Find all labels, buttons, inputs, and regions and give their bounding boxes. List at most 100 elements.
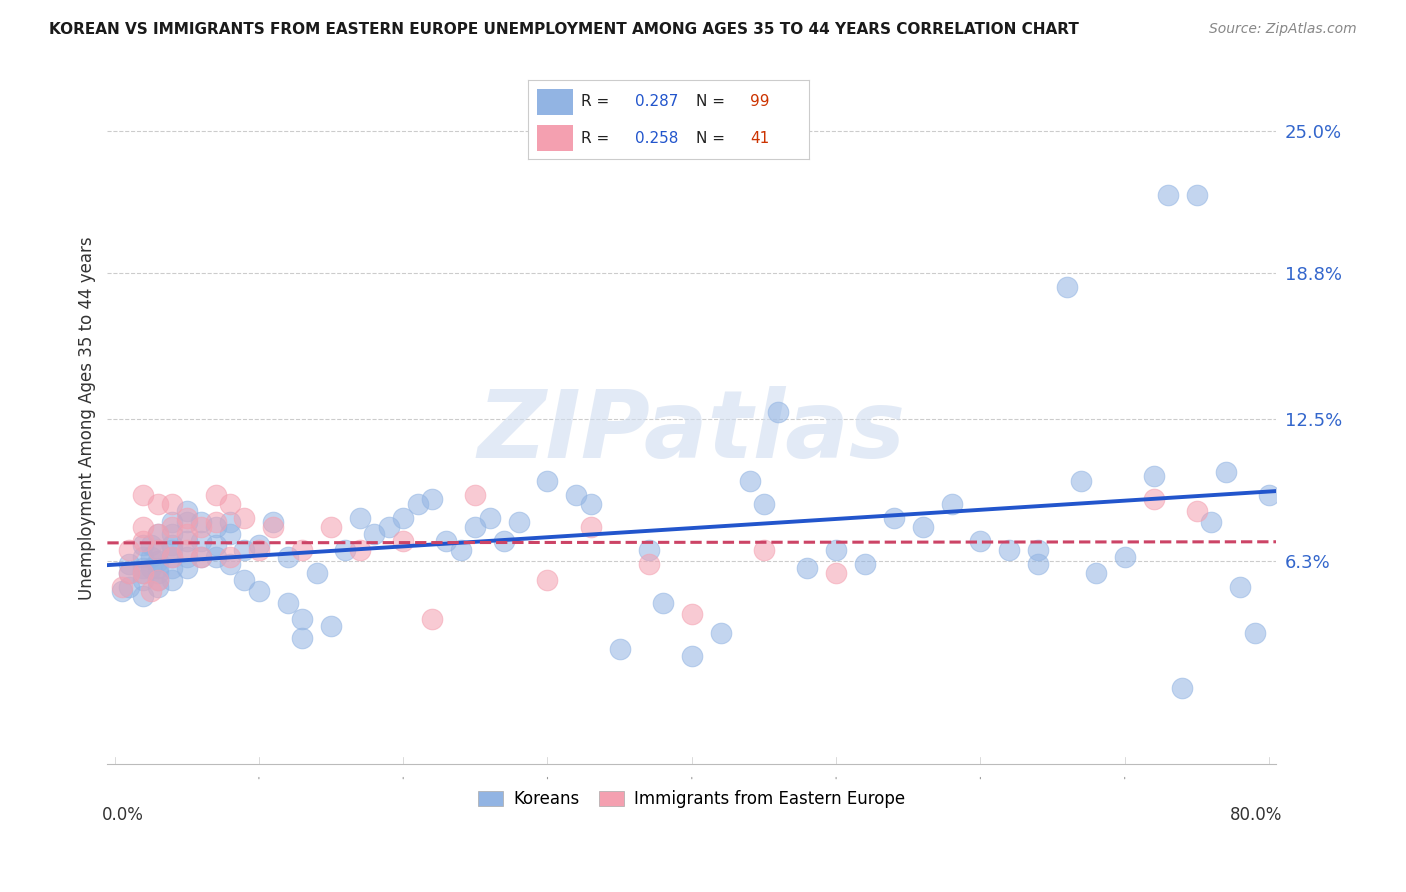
Point xyxy=(162,526,184,541)
Point xyxy=(132,520,155,534)
Point xyxy=(305,566,328,580)
Point xyxy=(219,516,242,530)
Point xyxy=(262,516,284,530)
Point xyxy=(146,543,169,558)
Point xyxy=(1056,280,1078,294)
Point xyxy=(139,584,162,599)
Point xyxy=(176,516,198,530)
Point xyxy=(420,612,443,626)
Point xyxy=(176,561,198,575)
Point xyxy=(392,533,415,548)
Point xyxy=(176,543,198,558)
Point xyxy=(536,573,558,587)
Point xyxy=(132,566,155,580)
Point xyxy=(536,474,558,488)
Point xyxy=(162,543,184,558)
Point xyxy=(277,549,299,564)
Point xyxy=(146,573,169,587)
Point xyxy=(1142,469,1164,483)
Point xyxy=(579,497,602,511)
Point xyxy=(162,516,184,530)
Point xyxy=(162,573,184,587)
Point xyxy=(204,488,226,502)
Point xyxy=(652,596,675,610)
Point xyxy=(319,619,342,633)
Point xyxy=(139,549,162,564)
Point xyxy=(146,573,169,587)
Point xyxy=(132,561,155,575)
Point xyxy=(139,538,162,552)
Point xyxy=(378,520,401,534)
Point xyxy=(349,543,371,558)
Point xyxy=(883,510,905,524)
Point xyxy=(998,543,1021,558)
Point xyxy=(132,566,155,580)
Point xyxy=(969,533,991,548)
Point xyxy=(132,589,155,603)
Point xyxy=(681,607,703,622)
Point xyxy=(579,520,602,534)
Point xyxy=(118,557,141,571)
Point xyxy=(111,584,134,599)
Point xyxy=(146,497,169,511)
Point xyxy=(247,584,270,599)
Point xyxy=(1185,188,1208,202)
Point xyxy=(132,488,155,502)
Point xyxy=(132,573,155,587)
Text: Source: ZipAtlas.com: Source: ZipAtlas.com xyxy=(1209,22,1357,37)
Point xyxy=(464,488,486,502)
Point xyxy=(176,526,198,541)
Point xyxy=(233,543,256,558)
Point xyxy=(247,543,270,558)
Point xyxy=(1258,488,1281,502)
Point xyxy=(162,549,184,564)
Point xyxy=(204,538,226,552)
Text: KOREAN VS IMMIGRANTS FROM EASTERN EUROPE UNEMPLOYMENT AMONG AGES 35 TO 44 YEARS : KOREAN VS IMMIGRANTS FROM EASTERN EUROPE… xyxy=(49,22,1078,37)
Point xyxy=(111,580,134,594)
Point xyxy=(190,520,212,534)
Point xyxy=(392,510,415,524)
Point xyxy=(162,538,184,552)
Point xyxy=(146,526,169,541)
Point xyxy=(162,549,184,564)
Point xyxy=(420,492,443,507)
Point xyxy=(146,543,169,558)
Point xyxy=(190,533,212,548)
Point xyxy=(162,520,184,534)
Point xyxy=(118,566,141,580)
Point xyxy=(796,561,818,575)
Point xyxy=(219,497,242,511)
Point xyxy=(1114,549,1136,564)
Point xyxy=(1026,557,1049,571)
Point xyxy=(436,533,458,548)
Point xyxy=(478,510,501,524)
Point xyxy=(146,561,169,575)
Point xyxy=(752,543,775,558)
Text: 80.0%: 80.0% xyxy=(1230,805,1282,823)
Point xyxy=(118,566,141,580)
Point xyxy=(219,549,242,564)
Point xyxy=(176,549,198,564)
Text: 0.0%: 0.0% xyxy=(101,805,143,823)
Point xyxy=(118,543,141,558)
Point xyxy=(1229,580,1251,594)
Point xyxy=(132,533,155,548)
Point xyxy=(118,580,141,594)
Point xyxy=(349,510,371,524)
Y-axis label: Unemployment Among Ages 35 to 44 years: Unemployment Among Ages 35 to 44 years xyxy=(79,236,96,600)
Point xyxy=(1185,504,1208,518)
Point xyxy=(277,596,299,610)
Point xyxy=(190,516,212,530)
Point xyxy=(1201,516,1223,530)
Point xyxy=(132,538,155,552)
Point xyxy=(219,526,242,541)
Point xyxy=(1157,188,1180,202)
Point xyxy=(176,510,198,524)
Point xyxy=(132,549,155,564)
Point xyxy=(335,543,357,558)
Point xyxy=(768,405,790,419)
Point xyxy=(609,642,631,657)
Point xyxy=(1026,543,1049,558)
Point xyxy=(464,520,486,534)
Point xyxy=(825,566,848,580)
